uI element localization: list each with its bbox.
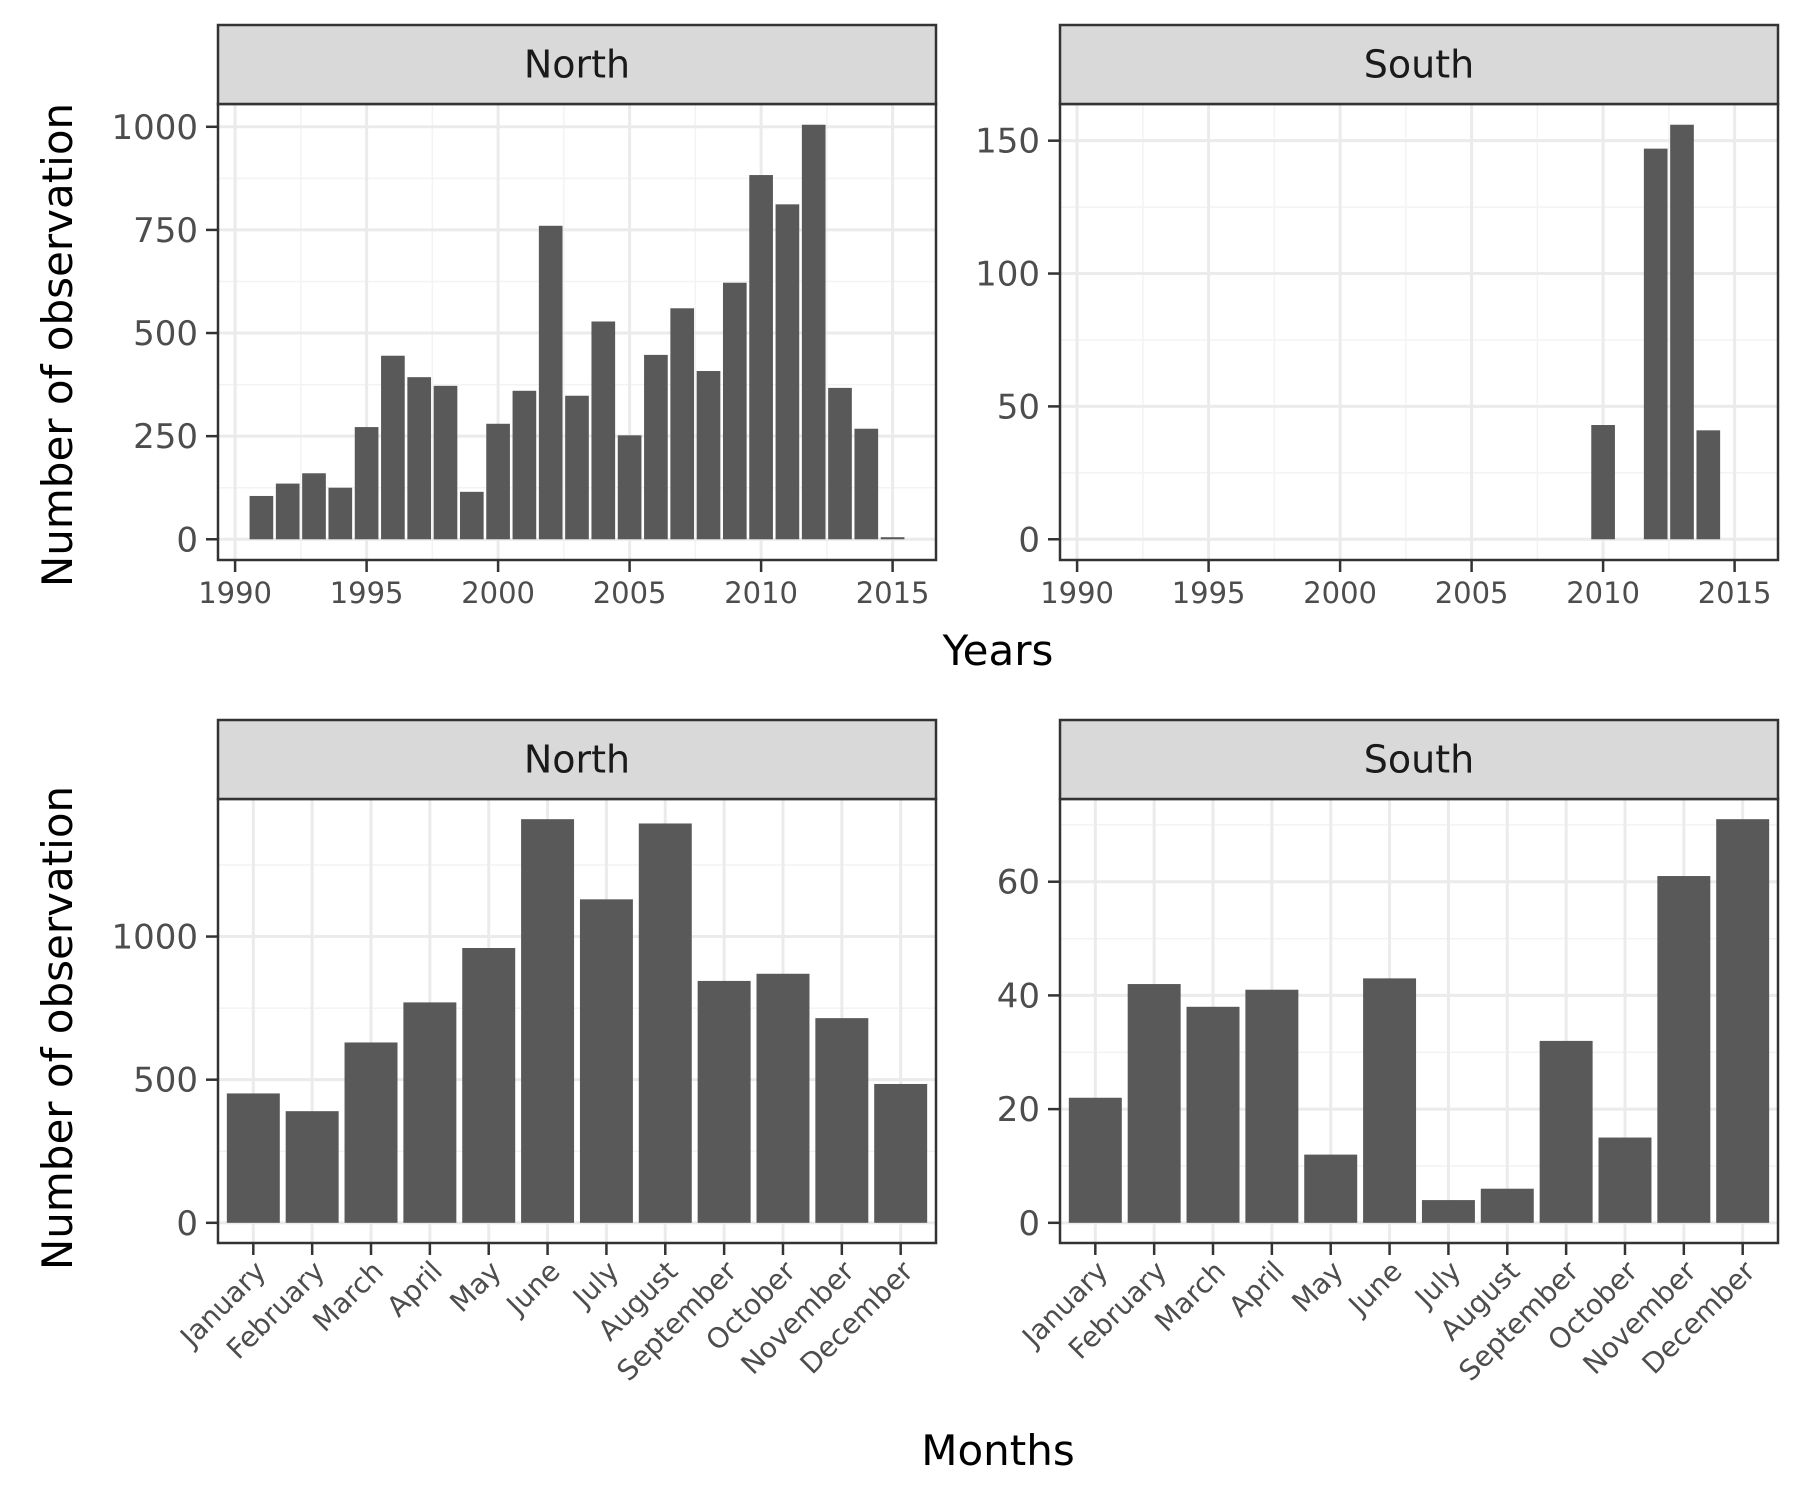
bar-september — [1539, 1040, 1593, 1223]
x-tick-label: 2015 — [1698, 576, 1772, 610]
bar-june — [521, 819, 575, 1223]
bottom-y-axis-title: Number of observation — [33, 786, 82, 1270]
x-tick-label: 2000 — [461, 576, 535, 610]
bar-2015 — [880, 537, 905, 540]
bar-1994 — [328, 487, 353, 540]
x-tick-label: 2000 — [1303, 576, 1377, 610]
x-tick-label: 2010 — [724, 576, 798, 610]
y-tick-label: 50 — [997, 387, 1040, 427]
y-tick-label: 20 — [997, 1090, 1040, 1130]
y-tick-label: 0 — [1018, 520, 1040, 560]
y-tick-label: 0 — [1018, 1204, 1040, 1244]
bar-march — [344, 1042, 398, 1223]
x-tick-label: 2015 — [856, 576, 930, 610]
top-x-axis-title: Years — [942, 626, 1054, 675]
bar-2009 — [722, 282, 747, 540]
bar-april — [1245, 989, 1299, 1223]
bar-1995 — [354, 427, 379, 540]
bar-july — [1421, 1200, 1475, 1223]
x-tick-label: 1995 — [1172, 576, 1246, 610]
bar-january — [1068, 1097, 1122, 1223]
y-tick-label: 0 — [176, 1204, 198, 1244]
x-tick-label: 1990 — [1040, 576, 1114, 610]
bar-1997 — [407, 377, 432, 540]
facet-strip — [1058, 23, 1780, 106]
bar-2005 — [617, 435, 642, 540]
bar-january — [226, 1093, 280, 1223]
bar-2012 — [801, 124, 826, 540]
bar-september — [697, 980, 751, 1223]
bar-july — [579, 899, 633, 1223]
y-tick-label: 150 — [975, 122, 1040, 162]
bar-1992 — [275, 483, 300, 540]
bar-2003 — [565, 395, 589, 540]
x-tick-label: 1995 — [330, 576, 404, 610]
bar-august — [1480, 1188, 1534, 1223]
bar-2000 — [486, 423, 510, 540]
facet-strip — [216, 23, 938, 106]
y-tick-label: 40 — [997, 976, 1040, 1016]
bar-october — [1598, 1137, 1652, 1223]
x-tick-label: 2010 — [1566, 576, 1640, 610]
bar-1998 — [433, 385, 458, 540]
bar-june — [1363, 978, 1417, 1223]
x-tick-label: 2005 — [1435, 576, 1509, 610]
bar-2011 — [775, 204, 800, 540]
bar-1996 — [381, 355, 405, 540]
bar-2012 — [1643, 148, 1668, 540]
bar-april — [403, 1002, 457, 1223]
y-tick-label: 500 — [133, 1061, 198, 1101]
y-tick-label: 250 — [133, 417, 198, 457]
x-tick-label: 1990 — [198, 576, 272, 610]
bar-2013 — [828, 387, 852, 540]
top-y-axis-title: Number of observation — [33, 103, 82, 587]
bar-may — [1304, 1154, 1358, 1223]
facet-label: North — [524, 738, 630, 782]
bar-2013 — [1670, 124, 1694, 540]
bar-2004 — [591, 321, 616, 540]
facet-label: South — [1364, 43, 1474, 87]
bar-2007 — [670, 308, 695, 540]
facet-strip — [1058, 718, 1780, 801]
y-tick-label: 500 — [133, 314, 198, 354]
bar-2014 — [854, 428, 879, 540]
bar-2002 — [538, 225, 563, 540]
facet-strip — [216, 718, 938, 801]
facet-label: North — [524, 43, 630, 87]
y-tick-label: 0 — [176, 520, 198, 560]
y-tick-label: 60 — [997, 863, 1040, 903]
bar-february — [1127, 984, 1181, 1223]
bar-december — [874, 1083, 928, 1223]
bar-august — [638, 823, 692, 1223]
y-tick-label: 1000 — [111, 918, 198, 958]
bar-1991 — [249, 495, 274, 540]
bar-2014 — [1696, 430, 1721, 540]
panel-south-year: South 0 50 100 150 1990 1995 2000 2005 2010 2015 — [975, 23, 1780, 610]
bar-may — [462, 948, 516, 1223]
bar-2010 — [1591, 425, 1615, 540]
panel-north-year: North 0 250 500 750 1000 1990 1995 2000 2005 2010 2… — [111, 23, 938, 610]
panel-north-month: North05001000JanuaryFebruaryMarchAprilMa… — [111, 718, 938, 1387]
bar-2010 — [749, 175, 773, 540]
y-tick-label: 750 — [133, 211, 198, 251]
bottom-x-axis-title: Months — [921, 1426, 1075, 1475]
bar-february — [285, 1111, 339, 1223]
bar-march — [1186, 1006, 1240, 1223]
y-tick-label: 100 — [975, 255, 1040, 295]
bar-1993 — [302, 473, 326, 540]
y-tick-label: 1000 — [111, 108, 198, 148]
facet-label: South — [1364, 738, 1474, 782]
bar-2001 — [512, 390, 537, 540]
bar-december — [1716, 819, 1770, 1223]
x-tick-label: 2005 — [593, 576, 667, 610]
bar-november — [1657, 876, 1711, 1223]
bar-2008 — [696, 370, 721, 540]
bar-1999 — [459, 491, 484, 540]
bar-2006 — [644, 354, 668, 540]
bar-october — [756, 973, 810, 1223]
bar-november — [815, 1018, 869, 1223]
